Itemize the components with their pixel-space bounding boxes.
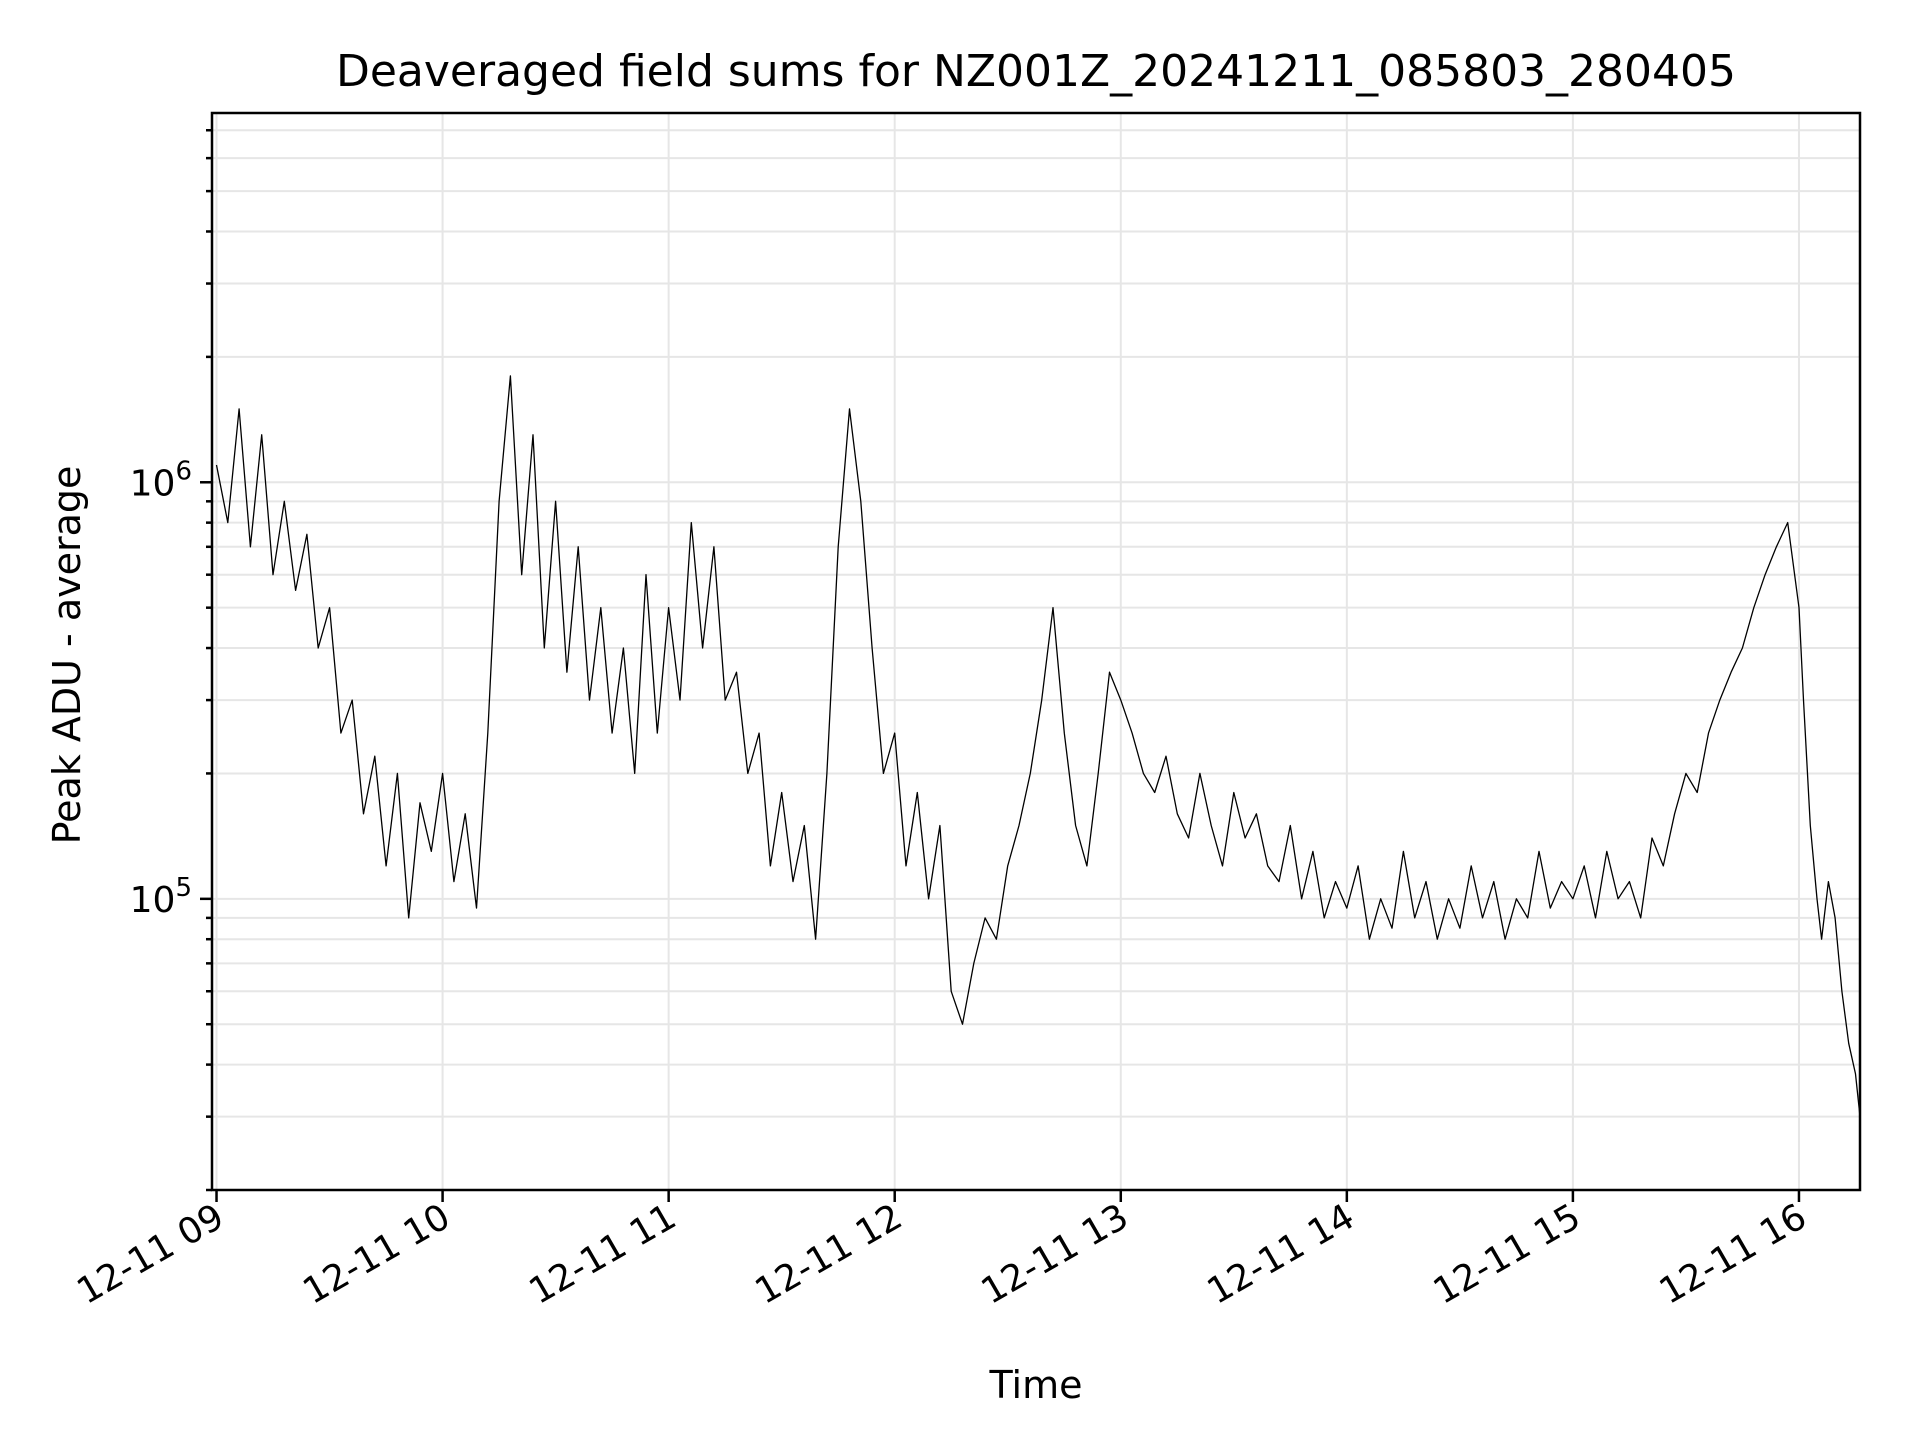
series-line [215, 375, 1861, 1117]
y-axis-label: Peak ADU - average [45, 466, 89, 845]
y-axis-ticks: 105 106 [130, 128, 212, 1192]
x-axis-ticks: 12-11 09 12-11 10 12-11 11 12-11 12 12-11 13… [70, 1190, 1813, 1313]
x-tick-label: 12-11 16 [1653, 1196, 1814, 1312]
x-tick-label: 12-11 10 [296, 1196, 457, 1312]
y-tick-label: 105 [130, 873, 192, 921]
grid-layer [212, 113, 1860, 1191]
x-tick-label: 12-11 11 [522, 1196, 683, 1312]
plot-frame [210, 111, 1862, 1192]
x-axis-label: Time [989, 1363, 1083, 1407]
series-layer [215, 375, 1861, 1117]
x-tick-label: 12-11 09 [70, 1196, 231, 1312]
x-tick-label: 12-11 13 [975, 1196, 1136, 1312]
x-tick-label: 12-11 12 [749, 1196, 910, 1312]
x-tick-label: 12-11 14 [1201, 1196, 1362, 1312]
chart-title: Deaveraged field sums for NZ001Z_2024121… [336, 46, 1736, 97]
x-tick-label: 12-11 15 [1427, 1196, 1588, 1312]
y-tick-label: 106 [130, 456, 192, 504]
